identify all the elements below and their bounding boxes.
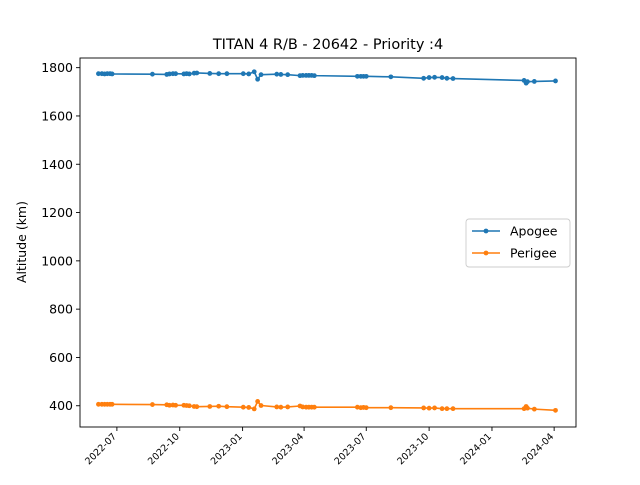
data-point-perigee [246, 405, 252, 410]
data-point-apogee [194, 70, 200, 76]
legend-marker-apogee [483, 228, 489, 234]
data-point-perigee [274, 404, 280, 410]
data-point-perigee [300, 404, 306, 410]
data-point-perigee [255, 399, 261, 404]
data-point-apogee [421, 75, 427, 81]
data-point-perigee [439, 406, 445, 412]
data-point-apogee [278, 72, 284, 77]
y-tick-label: 1200 [41, 205, 73, 220]
data-point-apogee [450, 76, 456, 81]
legend-label-apogee: Apogee [510, 224, 558, 239]
y-tick-label: 800 [49, 302, 73, 317]
data-point-perigee [363, 405, 369, 411]
y-tick-label: 600 [49, 350, 73, 365]
data-point-apogee [207, 71, 213, 76]
series-apogee [96, 69, 558, 86]
data-point-perigee [426, 405, 432, 411]
data-point-apogee [216, 71, 222, 77]
data-point-apogee [439, 75, 445, 80]
data-point-perigee [224, 404, 230, 410]
data-point-perigee [311, 404, 317, 410]
data-point-perigee [173, 402, 179, 408]
data-point-apogee [525, 79, 530, 85]
data-point-apogee [173, 71, 179, 77]
data-point-perigee [525, 405, 530, 411]
data-point-perigee [109, 401, 115, 407]
data-point-perigee [194, 404, 200, 410]
data-point-perigee [258, 403, 264, 408]
data-point-apogee [255, 76, 261, 82]
data-point-apogee [285, 72, 291, 78]
data-point-perigee [285, 404, 291, 410]
data-point-apogee [150, 71, 155, 77]
data-point-apogee [531, 79, 537, 84]
data-point-perigee [216, 403, 222, 409]
data-point-apogee [311, 73, 317, 79]
data-point-perigee [531, 406, 537, 412]
data-point-apogee [432, 74, 437, 80]
data-point-apogee [109, 71, 115, 77]
axes-frame [79, 57, 577, 428]
data-point-perigee [444, 406, 450, 412]
legend-label-perigee: Perigee [510, 246, 557, 261]
data-point-perigee [96, 401, 101, 407]
y-tick-label: 400 [49, 398, 73, 413]
data-point-apogee [444, 75, 450, 81]
legend-marker-perigee [483, 250, 489, 256]
data-point-perigee [150, 402, 155, 407]
data-point-perigee [278, 404, 284, 410]
data-point-perigee [240, 404, 246, 410]
data-point-perigee [421, 405, 427, 411]
data-point-apogee [224, 71, 230, 77]
data-point-apogee [240, 71, 246, 77]
data-point-apogee [246, 71, 252, 77]
data-point-apogee [96, 71, 101, 77]
data-point-perigee [432, 405, 437, 411]
data-point-perigee [450, 406, 456, 412]
data-point-apogee [388, 74, 394, 80]
y-tick-label: 1000 [41, 253, 73, 268]
data-point-perigee [167, 402, 172, 408]
series-perigee [96, 399, 558, 413]
data-point-perigee [251, 406, 257, 412]
data-point-perigee [553, 407, 558, 413]
y-tick-label: 1400 [41, 157, 73, 172]
data-point-apogee [274, 71, 280, 77]
data-point-perigee [207, 404, 213, 409]
data-point-apogee [251, 69, 257, 75]
data-point-apogee [258, 72, 264, 78]
y-axis-label: Altitude (km) [14, 201, 29, 283]
chart-title: TITAN 4 R/B - 20642 - Priority :4 [212, 37, 443, 53]
data-point-apogee [553, 78, 558, 84]
data-point-apogee [426, 75, 432, 80]
plot-area [96, 69, 558, 413]
data-point-apogee [363, 73, 369, 79]
legend: Apogee Perigee [465, 218, 571, 268]
y-tick-label: 1600 [41, 108, 73, 123]
data-point-perigee [186, 403, 192, 409]
data-point-perigee [388, 405, 394, 411]
y-tick-label: 1800 [41, 60, 73, 75]
data-point-apogee [354, 73, 360, 79]
data-point-apogee [167, 71, 172, 77]
data-point-apogee [186, 71, 192, 77]
data-point-apogee [300, 72, 306, 78]
